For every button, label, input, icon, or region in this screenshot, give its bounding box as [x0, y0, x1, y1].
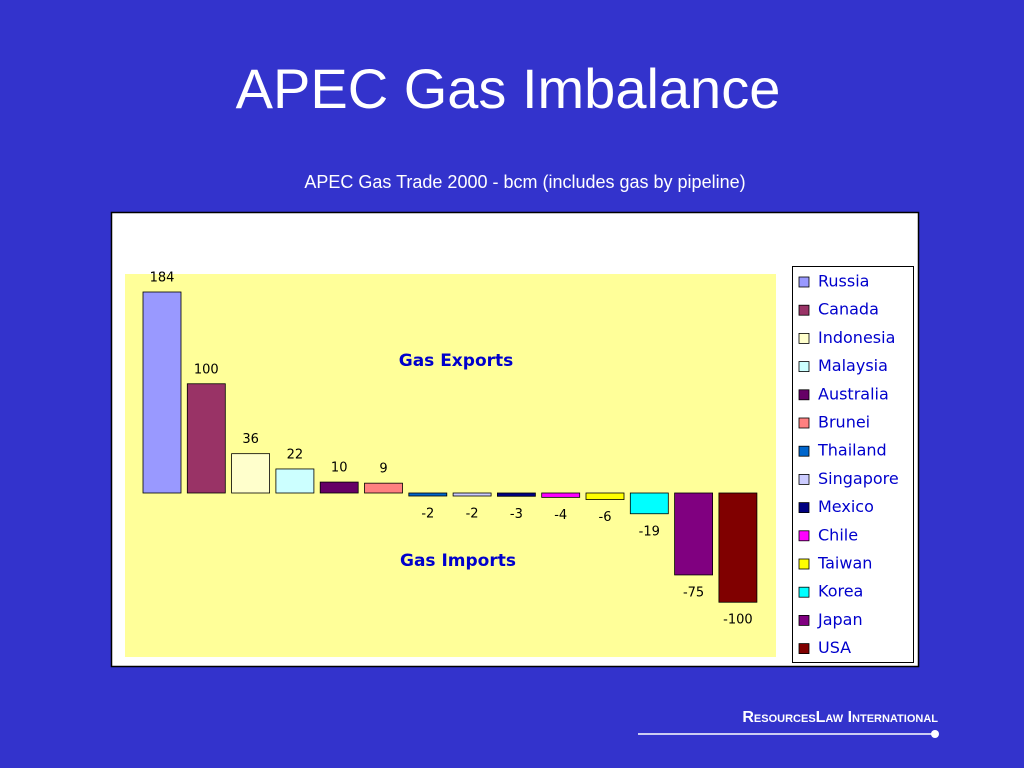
data-label: -2: [421, 507, 434, 522]
legend-swatch: [798, 586, 810, 598]
slide-title: APEC Gas Imbalance: [236, 57, 781, 120]
legend-swatch: [798, 643, 810, 654]
legend-label: Mexico: [818, 497, 874, 516]
legend-swatch: [798, 502, 810, 514]
data-label: -6: [599, 510, 612, 525]
annotation: Gas Exports: [399, 351, 514, 371]
data-label: -3: [510, 507, 523, 522]
data-label: 9: [379, 462, 387, 477]
legend-swatch: [798, 615, 810, 626]
legend-swatch: [798, 389, 810, 401]
legend-label: Singapore: [818, 469, 899, 488]
legend-swatch: [798, 304, 810, 316]
data-label: 22: [287, 447, 304, 462]
bar: [142, 291, 182, 494]
bar: [452, 492, 492, 497]
data-label: -75: [683, 585, 704, 600]
bar: [319, 481, 359, 494]
bar: [408, 492, 448, 497]
legend-label: Indonesia: [818, 328, 895, 347]
footer: ResourcesLaw International: [742, 709, 938, 726]
legend-swatch: [798, 445, 810, 457]
legend-swatch: [798, 417, 810, 429]
bar: [718, 492, 758, 603]
bar: [629, 492, 669, 515]
data-label: -2: [466, 507, 479, 522]
data-label: 100: [194, 362, 219, 377]
bar: [275, 468, 315, 494]
data-label: 36: [242, 432, 259, 447]
legend-swatch: [798, 276, 810, 288]
annotation: Gas Imports: [400, 551, 516, 571]
legend-label: Korea: [818, 582, 863, 601]
legend-label: Malaysia: [818, 356, 888, 375]
bar: [674, 492, 713, 576]
legend-label: Taiwan: [817, 554, 872, 573]
data-label: -19: [639, 524, 660, 539]
data-label: -100: [723, 613, 753, 628]
legend-label: Thailand: [817, 441, 887, 460]
bar: [496, 492, 536, 497]
legend-label: Russia: [818, 272, 869, 291]
legend-label: Canada: [818, 300, 879, 319]
legend-label: Brunei: [818, 413, 870, 432]
legend-label: Chile: [818, 525, 858, 544]
legend-swatch: [798, 558, 810, 570]
legend-box: [792, 266, 914, 663]
data-label: -4: [554, 508, 567, 523]
legend-swatch: [798, 361, 810, 373]
legend-swatch: [798, 332, 810, 344]
legend-label: Australia: [818, 384, 889, 403]
legend-label: USA: [818, 638, 851, 657]
legend-swatch: [798, 530, 810, 542]
footer-dot: [931, 730, 939, 738]
legend-swatch: [798, 473, 810, 485]
bar: [364, 482, 403, 494]
bar: [585, 492, 625, 500]
bar: [231, 453, 271, 494]
data-label: 184: [150, 271, 175, 286]
bar: [541, 492, 581, 498]
chart-title: APEC Gas Trade 2000 - bcm (includes gas …: [304, 172, 745, 192]
bar: [186, 383, 226, 494]
legend-label: Japan: [817, 610, 863, 629]
data-label: 10: [331, 461, 348, 476]
